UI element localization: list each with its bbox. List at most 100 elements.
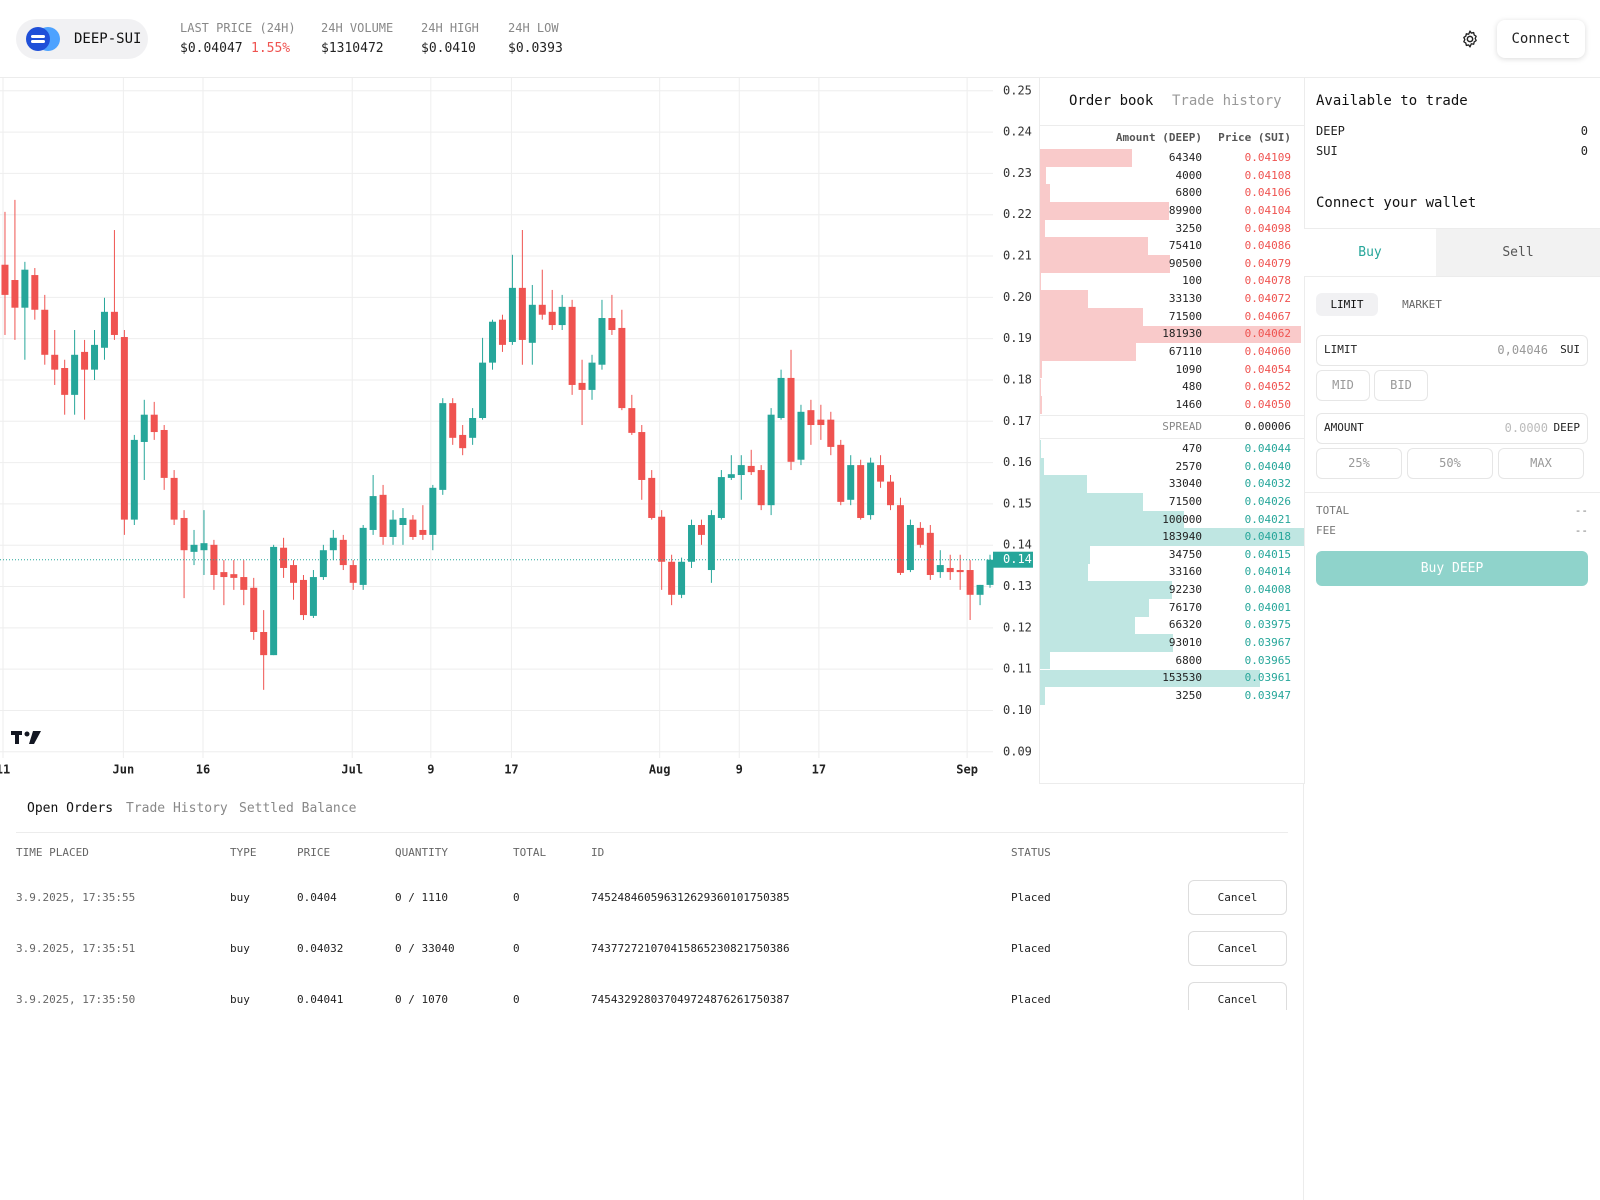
order-amount[interactable]: 93010 bbox=[1168, 636, 1202, 650]
order-price[interactable]: 0.04021 bbox=[1244, 512, 1291, 526]
candle-body bbox=[329, 537, 337, 551]
order-price[interactable]: 0.04079 bbox=[1244, 256, 1291, 270]
order-amount[interactable]: 33160 bbox=[1168, 565, 1202, 579]
order-price[interactable]: 0.04044 bbox=[1244, 442, 1291, 455]
order-amount[interactable]: 3250 bbox=[1175, 688, 1203, 702]
side-tab-buy[interactable]: Buy bbox=[1304, 228, 1436, 277]
order-type[interactable]: LIMIT bbox=[1316, 293, 1378, 316]
input-placeholder[interactable]: 0,04046 bbox=[1497, 343, 1548, 357]
order-price[interactable]: 0.04032 bbox=[1244, 477, 1291, 491]
order-amount[interactable]: 90500 bbox=[1168, 256, 1202, 270]
order-price[interactable]: 0.04026 bbox=[1244, 494, 1291, 508]
candle-body bbox=[558, 306, 566, 326]
order-price[interactable]: 0.04108 bbox=[1244, 168, 1291, 182]
order-price[interactable]: 0.04106 bbox=[1244, 186, 1291, 200]
order-price[interactable]: 0.04014 bbox=[1244, 565, 1291, 579]
y-tick-label: 0.13 bbox=[1003, 579, 1032, 593]
order-cell: 0.0404 bbox=[297, 891, 337, 904]
order-price[interactable]: 0.04018 bbox=[1244, 530, 1291, 544]
candle-body bbox=[867, 462, 875, 516]
settings-icon[interactable] bbox=[1460, 29, 1480, 49]
order-book-tab[interactable]: Order book bbox=[1069, 93, 1154, 109]
column-header: QUANTITY bbox=[395, 846, 448, 859]
submit-button[interactable]: Buy DEEP bbox=[1316, 551, 1588, 586]
order-price[interactable]: 0.04008 bbox=[1244, 583, 1291, 597]
order-amount[interactable]: 67110 bbox=[1168, 345, 1202, 359]
order-price[interactable]: 0.04054 bbox=[1244, 362, 1291, 376]
order-price[interactable]: 0.04050 bbox=[1244, 397, 1291, 411]
order-amount[interactable]: 71500 bbox=[1168, 309, 1202, 323]
amount-input[interactable] bbox=[1316, 413, 1588, 444]
order-price[interactable]: 0.04109 bbox=[1244, 151, 1291, 164]
depth-bar bbox=[1040, 687, 1045, 705]
order-amount[interactable]: 183940 bbox=[1162, 530, 1202, 544]
order-price[interactable]: 0.04060 bbox=[1244, 345, 1291, 359]
order-cell: 0 / 1070 bbox=[395, 993, 448, 1006]
order-price[interactable]: 0.04062 bbox=[1244, 327, 1291, 341]
order-price[interactable]: 0.03947 bbox=[1244, 688, 1291, 702]
fraction-button[interactable]: 25% bbox=[1316, 448, 1402, 479]
side-tab-sell[interactable]: Sell bbox=[1436, 228, 1600, 277]
connect-button[interactable]: Connect bbox=[1497, 20, 1585, 58]
order-price[interactable]: 0.04072 bbox=[1244, 292, 1291, 306]
order-book-tab[interactable]: Trade history bbox=[1172, 93, 1282, 109]
order-amount[interactable]: 33040 bbox=[1168, 477, 1202, 491]
depth-bar bbox=[1040, 546, 1090, 564]
order-amount[interactable]: 71500 bbox=[1168, 494, 1202, 508]
order-price[interactable]: 0.04078 bbox=[1244, 274, 1291, 288]
order-price[interactable]: 0.04086 bbox=[1244, 239, 1291, 253]
order-amount[interactable]: 1460 bbox=[1175, 397, 1203, 411]
order-price[interactable]: 0.04015 bbox=[1244, 547, 1291, 561]
order-amount[interactable]: 1090 bbox=[1175, 362, 1203, 376]
orders-tab[interactable]: Open Orders bbox=[27, 801, 114, 816]
order-amount[interactable]: 6800 bbox=[1175, 653, 1203, 667]
order-amount[interactable]: 181930 bbox=[1162, 327, 1202, 341]
order-amount[interactable]: 76170 bbox=[1168, 600, 1202, 614]
order-amount[interactable]: 64340 bbox=[1168, 151, 1202, 164]
order-amount[interactable]: 92230 bbox=[1168, 583, 1202, 597]
order-amount[interactable]: 4000 bbox=[1175, 168, 1203, 182]
order-amount[interactable]: 470 bbox=[1182, 442, 1202, 455]
limit-input[interactable] bbox=[1316, 335, 1588, 366]
order-amount[interactable]: 66320 bbox=[1168, 618, 1202, 632]
orders-tab[interactable]: Trade History bbox=[126, 801, 228, 816]
order-amount[interactable]: 75410 bbox=[1168, 239, 1202, 253]
order-price[interactable]: 0.04067 bbox=[1244, 309, 1291, 323]
order-price[interactable]: 0.04104 bbox=[1244, 203, 1291, 217]
order-price[interactable]: 0.03967 bbox=[1244, 636, 1291, 650]
cancel-button[interactable]: Cancel bbox=[1188, 880, 1287, 915]
order-amount[interactable]: 3250 bbox=[1175, 221, 1203, 235]
order-amount[interactable]: 100000 bbox=[1162, 512, 1202, 526]
order-amount[interactable]: 480 bbox=[1182, 380, 1202, 394]
candle-body bbox=[847, 465, 855, 500]
order-price[interactable]: 0.04052 bbox=[1244, 380, 1291, 394]
order-price[interactable]: 0.03961 bbox=[1244, 671, 1291, 685]
price-button[interactable]: MID bbox=[1316, 370, 1370, 401]
order-type[interactable]: MARKET bbox=[1402, 298, 1442, 311]
input-placeholder[interactable]: 0.0000 bbox=[1504, 421, 1548, 435]
y-tick-label: 0.16 bbox=[1003, 455, 1032, 469]
order-amount[interactable]: 6800 bbox=[1175, 186, 1203, 200]
order-amount[interactable]: 2570 bbox=[1175, 459, 1203, 473]
order-price[interactable]: 0.03965 bbox=[1244, 653, 1291, 667]
candle-body bbox=[41, 309, 49, 355]
pair-name[interactable]: DEEP-SUI bbox=[74, 31, 142, 47]
order-amount[interactable]: 153530 bbox=[1162, 671, 1202, 685]
order-price[interactable]: 0.04040 bbox=[1244, 459, 1291, 473]
order-cell: Placed bbox=[1011, 942, 1051, 955]
column-header: PRICE bbox=[297, 846, 331, 859]
cancel-button[interactable]: Cancel bbox=[1188, 931, 1287, 966]
fraction-button[interactable]: 50% bbox=[1407, 448, 1493, 479]
y-tick-label: 0.09 bbox=[1003, 744, 1032, 758]
order-price[interactable]: 0.03975 bbox=[1244, 618, 1291, 632]
order-amount[interactable]: 100 bbox=[1182, 274, 1202, 288]
order-price[interactable]: 0.04098 bbox=[1244, 221, 1291, 235]
order-amount[interactable]: 33130 bbox=[1168, 292, 1202, 306]
price-button[interactable]: BID bbox=[1374, 370, 1428, 401]
order-price[interactable]: 0.04001 bbox=[1244, 600, 1291, 614]
orders-tab[interactable]: Settled Balance bbox=[239, 801, 357, 816]
order-amount[interactable]: 89900 bbox=[1168, 203, 1202, 217]
fraction-button[interactable]: MAX bbox=[1498, 448, 1584, 479]
order-amount[interactable]: 34750 bbox=[1168, 547, 1202, 561]
